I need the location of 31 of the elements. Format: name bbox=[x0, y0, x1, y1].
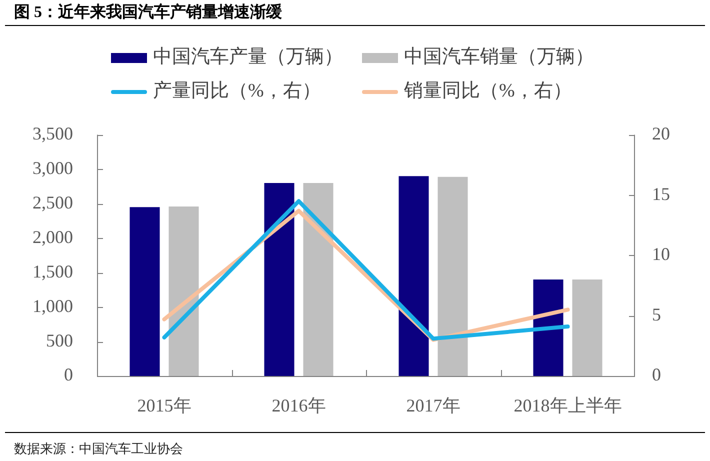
y-tick-label: 0 bbox=[64, 364, 73, 385]
y2-tick-label: 20 bbox=[652, 124, 670, 144]
y-tick-label: 500 bbox=[46, 330, 73, 350]
legend-label: 中国汽车销量（万辆） bbox=[404, 46, 594, 68]
source-note: 数据来源：中国汽车工业协会 bbox=[14, 441, 183, 457]
y-tick-label: 3,500 bbox=[32, 124, 73, 144]
bar bbox=[533, 280, 564, 376]
y-tick-label: 2,500 bbox=[32, 192, 73, 212]
x-tick-label: 2015年 bbox=[137, 396, 192, 416]
x-tick-label: 2016年 bbox=[272, 396, 326, 416]
y-tick-label: 2,000 bbox=[32, 226, 73, 247]
bar bbox=[398, 176, 429, 376]
bar bbox=[168, 206, 199, 376]
bar bbox=[572, 280, 602, 376]
legend-label: 销量同比（%，右） bbox=[404, 80, 572, 102]
chart-title: 图 5：近年来我国汽车产销量增速渐缓 bbox=[14, 2, 282, 23]
legend-label: 产量同比（%，右） bbox=[153, 80, 321, 102]
y-tick-label: 1,000 bbox=[32, 296, 73, 316]
y-tick-label: 1,500 bbox=[32, 261, 73, 282]
y2-tick-label: 10 bbox=[652, 244, 670, 264]
bar bbox=[438, 176, 468, 376]
y2-tick-label: 5 bbox=[652, 304, 661, 324]
y2-tick-label: 15 bbox=[652, 184, 670, 204]
legend-label: 中国汽车产量（万辆） bbox=[153, 46, 343, 68]
bar bbox=[264, 183, 294, 376]
x-tick-label: 2017年 bbox=[406, 396, 460, 416]
x-tick-label: 2018年上半年 bbox=[514, 396, 622, 416]
bar bbox=[303, 183, 334, 376]
y2-tick-label: 0 bbox=[652, 364, 661, 385]
bar bbox=[130, 207, 160, 376]
y-tick-label: 3,000 bbox=[32, 158, 73, 178]
